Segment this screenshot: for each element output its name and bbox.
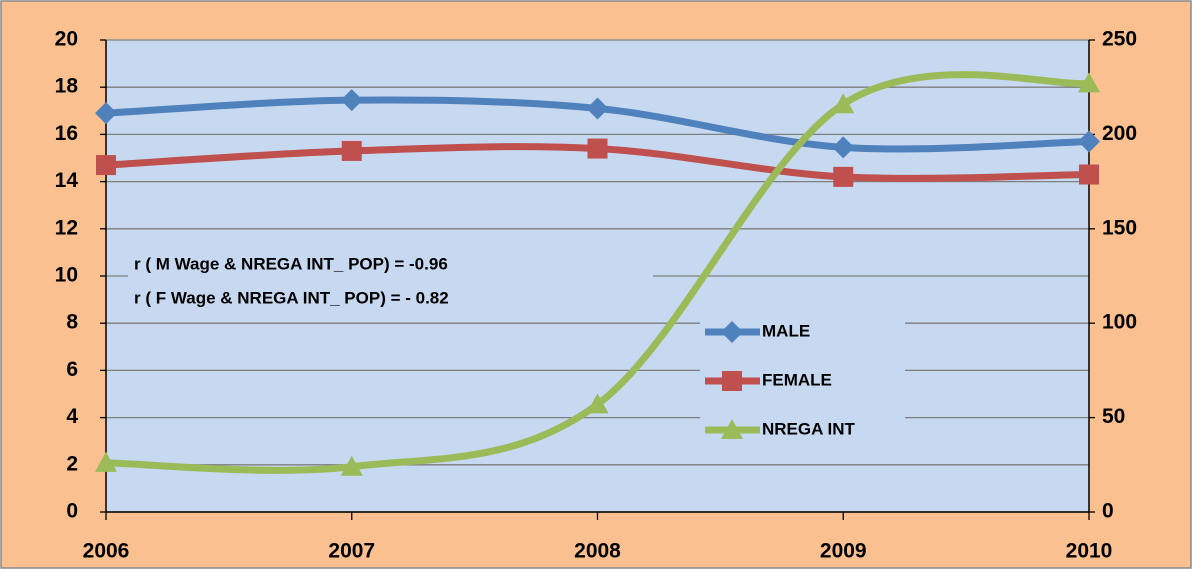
y-tick-label: 16: [55, 122, 78, 145]
y-tick-label: 2: [66, 452, 78, 475]
x-tick-label: 2009: [820, 540, 867, 563]
legend-label: NREGA INT: [762, 419, 855, 438]
x-tick-label: 2007: [328, 540, 375, 563]
marker: [340, 89, 363, 112]
y-tick-label: 8: [66, 311, 78, 334]
marker: [1079, 164, 1099, 185]
annotation-box: [128, 250, 653, 320]
y2-tick-label: 100: [1102, 311, 1137, 334]
y-tick-label: 4: [66, 405, 78, 428]
marker: [1078, 72, 1100, 93]
y-tick-label: 18: [55, 75, 79, 98]
y-tick-label: 14: [55, 169, 79, 192]
x-tick-label: 2010: [1066, 540, 1113, 563]
x-tick-label: 2008: [574, 540, 621, 563]
legend-label: FEMALE: [762, 370, 832, 389]
marker: [721, 321, 743, 343]
y-tick-label: 20: [55, 28, 78, 51]
y-tick-label: 12: [55, 216, 78, 239]
marker: [586, 393, 609, 414]
marker: [95, 451, 117, 472]
annotation: r ( M Wage & NREGA INT_ POP) = -0.96: [134, 254, 448, 273]
marker: [833, 166, 854, 187]
y2-tick-label: 150: [1102, 216, 1137, 239]
annotation: r ( F Wage & NREGA INT_ POP) = - 0.82: [134, 288, 449, 307]
y2-tick-label: 50: [1102, 405, 1125, 428]
marker: [586, 97, 609, 120]
marker: [341, 140, 362, 161]
y2-tick-label: 200: [1102, 122, 1137, 145]
y2-tick-label: 250: [1102, 28, 1137, 51]
marker: [722, 371, 742, 391]
marker: [96, 155, 116, 176]
marker: [95, 102, 117, 125]
marker: [721, 419, 743, 439]
marker: [340, 455, 363, 476]
marker: [1078, 130, 1100, 153]
y-tick-label: 6: [66, 358, 78, 381]
x-tick-label: 2006: [83, 540, 130, 563]
marker: [832, 93, 855, 114]
y-tick-label: 10: [55, 264, 78, 287]
marker: [832, 136, 855, 159]
marker: [587, 138, 608, 159]
y-tick-label: 0: [66, 500, 78, 523]
series-line: [102, 71, 1093, 474]
y2-tick-label: 0: [1102, 500, 1114, 523]
legend-label: MALE: [762, 321, 810, 340]
